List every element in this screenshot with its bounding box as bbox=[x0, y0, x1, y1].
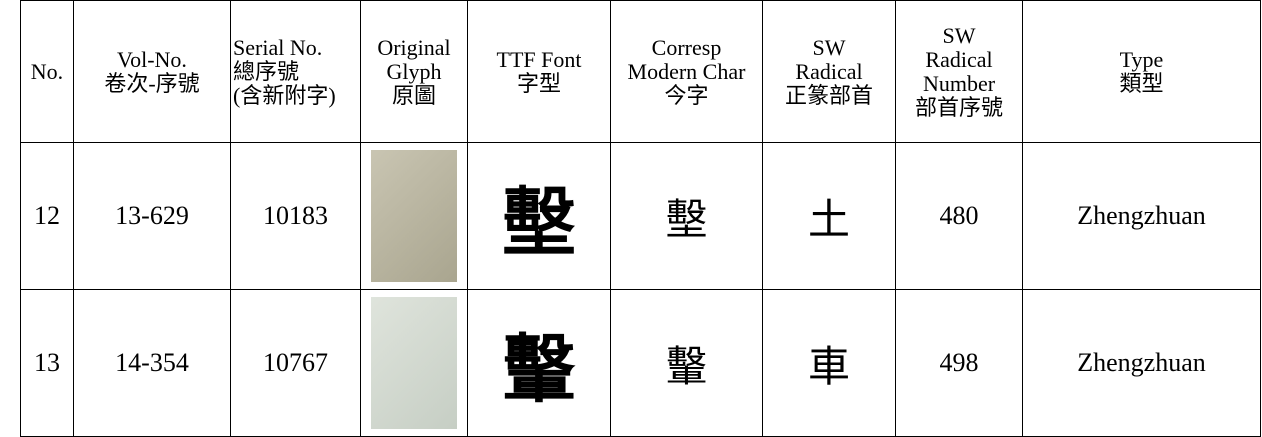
header-line: (含新附字) bbox=[233, 82, 336, 108]
glyph-photo bbox=[371, 297, 457, 429]
table-cell: 13-629 bbox=[73, 142, 231, 290]
header-cell: SW Radical Number 部首序號 bbox=[895, 0, 1023, 143]
header-line: Corresp bbox=[651, 34, 722, 60]
header-line: Modern Char bbox=[627, 58, 746, 84]
header-line: 原圖 bbox=[391, 82, 436, 108]
table-cell: Zhengzhuan bbox=[1022, 142, 1261, 290]
header-line: 今字 bbox=[664, 82, 709, 108]
table-cell: 10767 bbox=[230, 289, 361, 437]
table-cell: 墼 bbox=[467, 142, 611, 290]
header-cell: No. bbox=[20, 0, 74, 143]
table-cell: 480 bbox=[895, 142, 1023, 290]
table-cell: 14-354 bbox=[73, 289, 231, 437]
glyph-photo bbox=[371, 150, 457, 282]
header-cell: SW Radical 正篆部首 bbox=[762, 0, 896, 143]
glyph-table: No. Vol-No. 卷次-序號 Serial No. 總序號 (含新附字) Origin… bbox=[20, 0, 1261, 437]
header-line: 卷次-序號 bbox=[104, 70, 200, 96]
table-cell: 墼 bbox=[610, 142, 763, 290]
header-line: Serial No. bbox=[233, 34, 323, 60]
table-body: 12 13-629 10183 墼墼土 480 Zhengzhuan 13 14-354 107… bbox=[20, 142, 1261, 437]
header-cell: Original Glyph 原圖 bbox=[360, 0, 468, 143]
header-line: Glyph bbox=[386, 58, 442, 84]
header-line: Radical bbox=[925, 46, 993, 72]
header-cell: Type 類型 bbox=[1022, 0, 1261, 143]
header-line: 正篆部首 bbox=[784, 82, 873, 108]
table-row: 12 13-629 10183 墼墼土 480 Zhengzhuan bbox=[20, 142, 1261, 290]
table-cell: Zhengzhuan bbox=[1022, 289, 1261, 437]
table-cell: 轚 bbox=[467, 289, 611, 437]
header-line: Type bbox=[1119, 46, 1164, 72]
header-line: No. bbox=[30, 58, 64, 84]
header-row: No. Vol-No. 卷次-序號 Serial No. 總序號 (含新附字) Origin… bbox=[20, 0, 1261, 143]
table-row: 13 14-354 10767 轚轚車 498 Zhengzhuan bbox=[20, 289, 1261, 437]
header-cell: Vol-No. 卷次-序號 bbox=[73, 0, 231, 143]
header-cell: TTF Font 字型 bbox=[467, 0, 611, 143]
table-cell: 13 bbox=[20, 289, 74, 437]
header-line: SW bbox=[942, 22, 976, 48]
header-line: 類型 bbox=[1119, 70, 1164, 96]
header-line: 總序號 bbox=[233, 58, 300, 84]
glyph-image-cell bbox=[360, 289, 468, 437]
table-cell: 轚 bbox=[610, 289, 763, 437]
header-line: SW bbox=[812, 34, 846, 60]
header-line: Number bbox=[922, 70, 996, 96]
table-cell: 10183 bbox=[230, 142, 361, 290]
table-cell: 車 bbox=[762, 289, 896, 437]
table-cell: 土 bbox=[762, 142, 896, 290]
header-line: Original bbox=[377, 34, 451, 60]
glyph-image-cell bbox=[360, 142, 468, 290]
table-cell: 498 bbox=[895, 289, 1023, 437]
header-line: 部首序號 bbox=[914, 94, 1003, 120]
header-line: Vol-No. bbox=[117, 46, 187, 72]
header-line: TTF Font bbox=[496, 46, 582, 72]
header-line: 字型 bbox=[516, 70, 561, 96]
header-cell: Serial No. 總序號 (含新附字) bbox=[230, 0, 361, 143]
header-line: Radical bbox=[795, 58, 863, 84]
header-cell: Corresp Modern Char 今字 bbox=[610, 0, 763, 143]
table-cell: 12 bbox=[20, 142, 74, 290]
